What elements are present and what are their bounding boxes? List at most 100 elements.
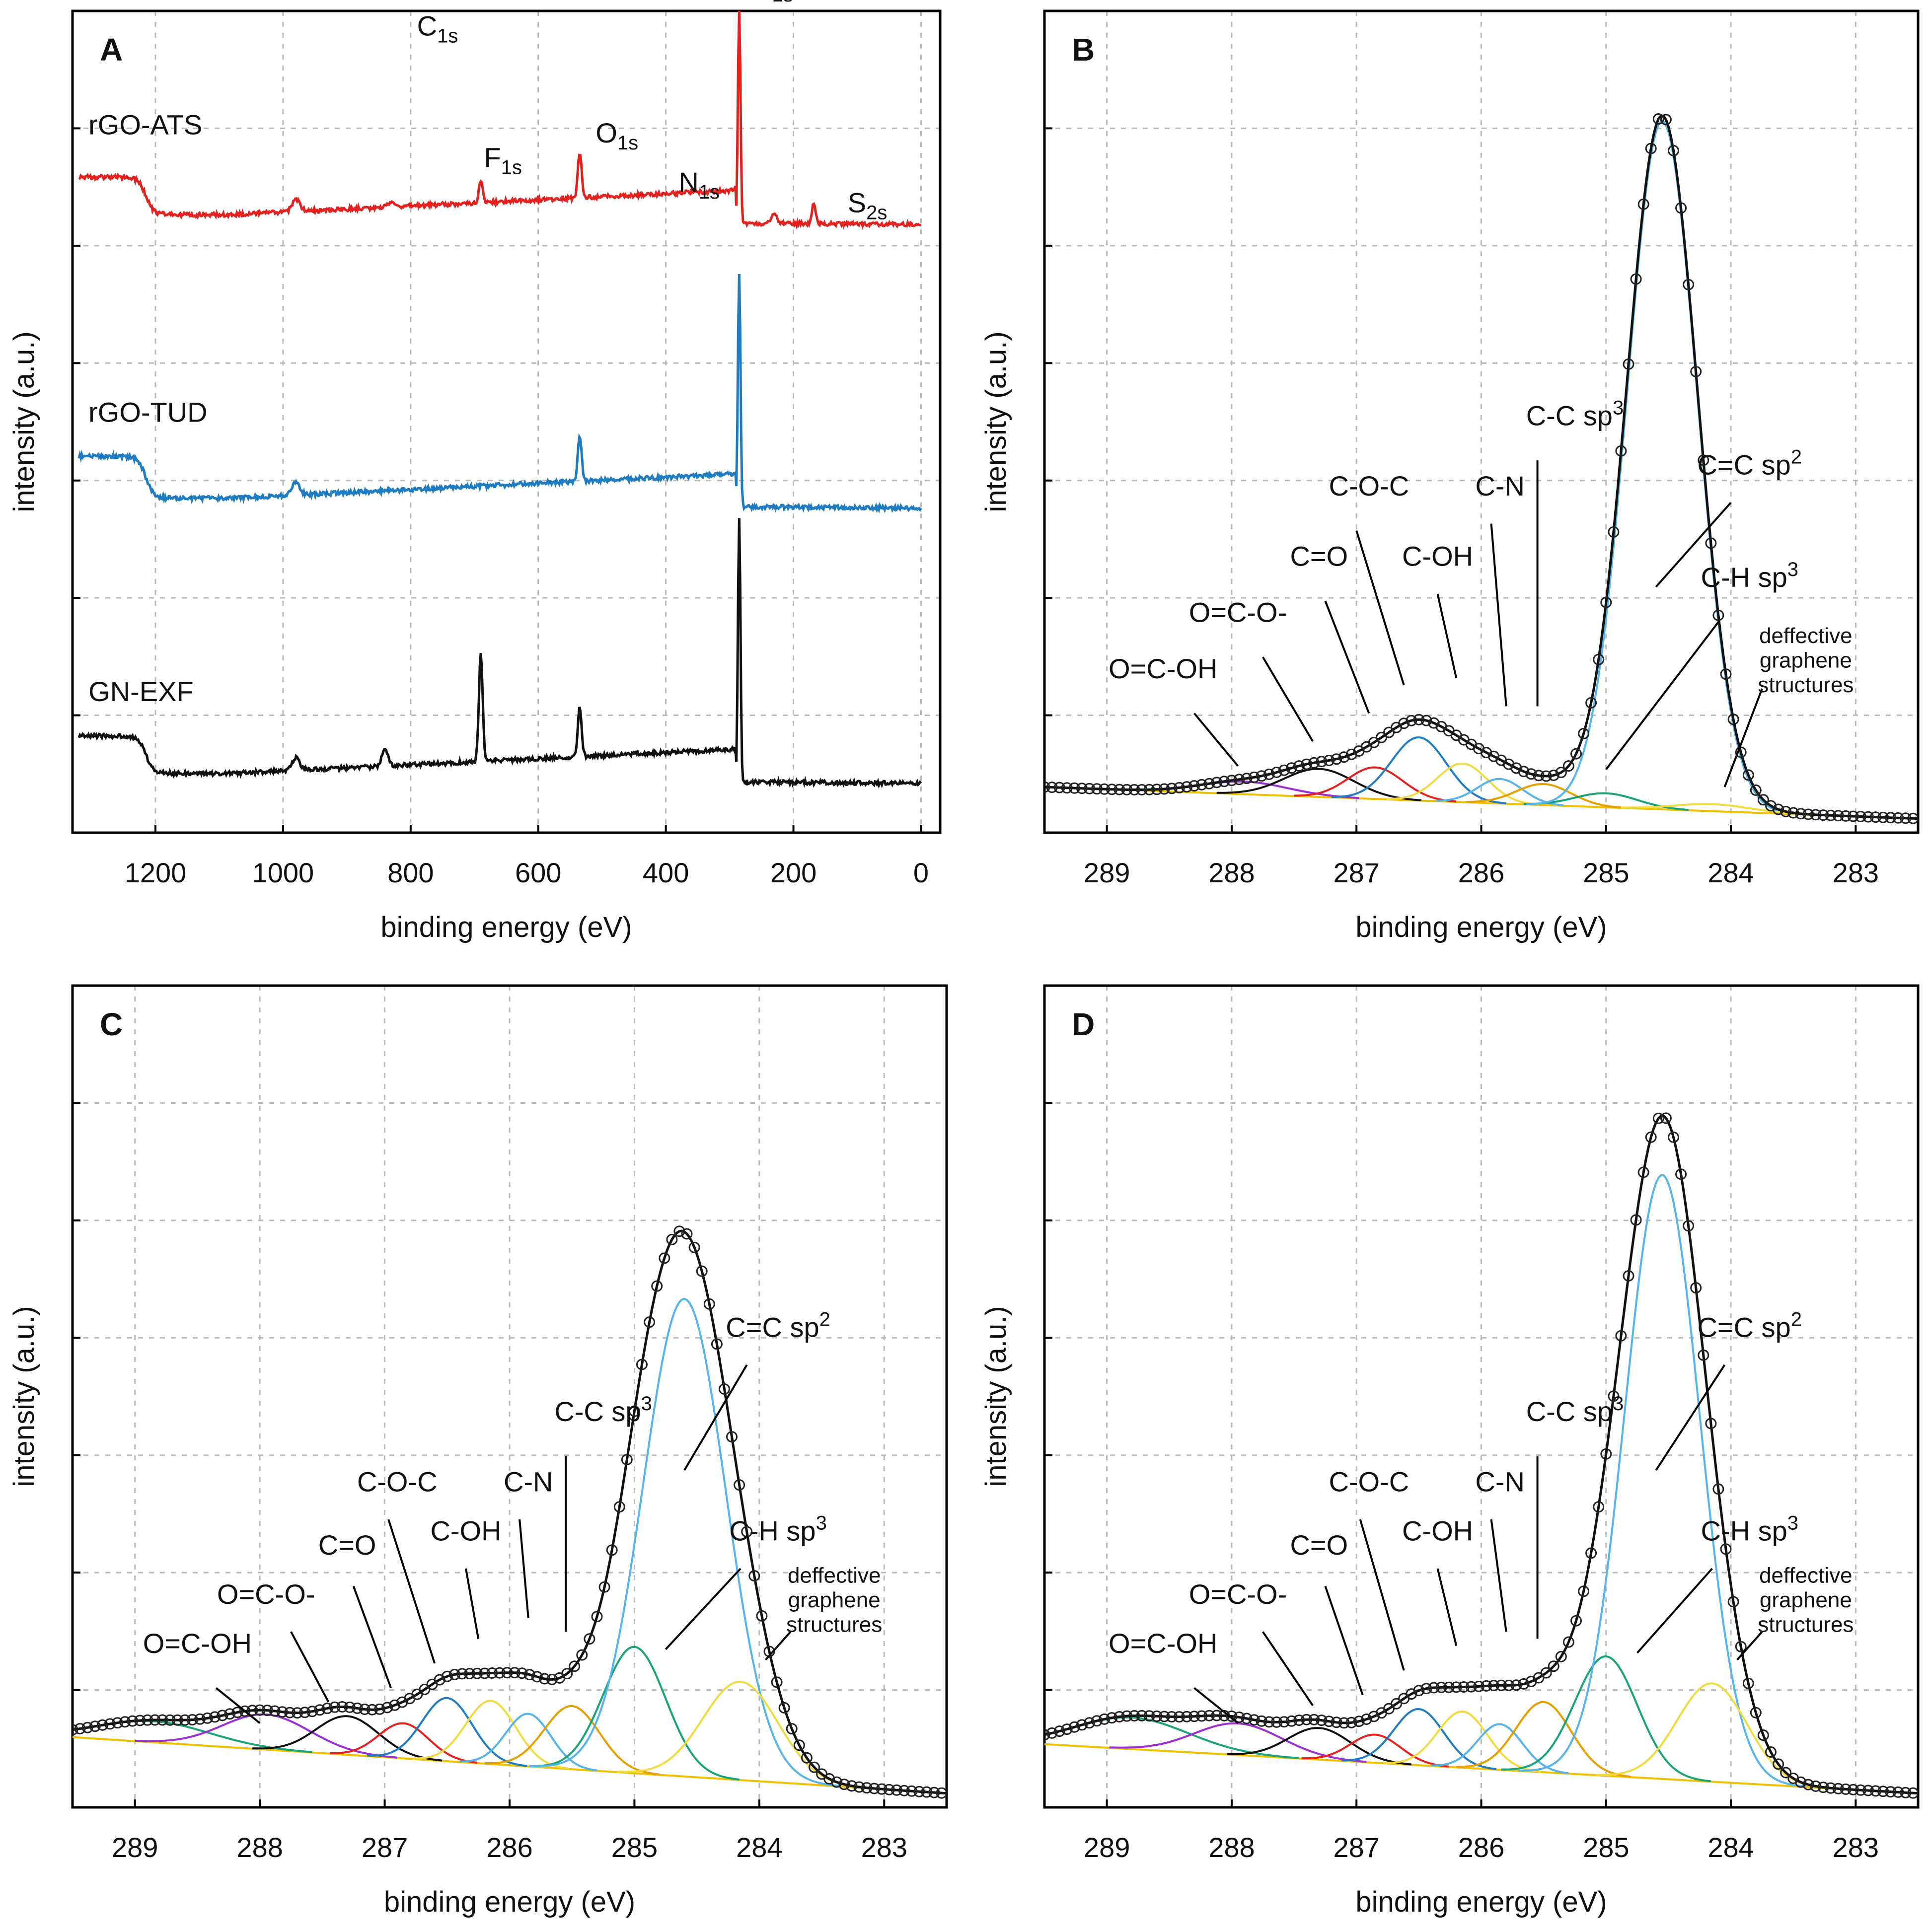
data-point: [628, 1405, 640, 1417]
tick-label-x: 287: [1333, 1832, 1379, 1863]
x-axis-label: binding energy (eV): [1355, 911, 1607, 943]
data-point: [1525, 768, 1537, 780]
data-point: [531, 1671, 543, 1683]
data-point: [1203, 778, 1215, 789]
data-point: [1121, 1710, 1133, 1722]
series-line-rgo-ats: [78, 11, 921, 230]
baseline-line: [73, 1736, 947, 1794]
data-point: [809, 1761, 820, 1773]
data-point: [156, 1714, 168, 1726]
leader-line: [519, 1519, 529, 1618]
data-point: [292, 1707, 303, 1719]
data-point: [74, 1723, 86, 1734]
data-point: [1817, 1782, 1829, 1793]
data-point: [1825, 809, 1837, 821]
data-point: [1668, 1131, 1679, 1143]
data-point: [1548, 1660, 1559, 1672]
data-point: [1046, 1727, 1058, 1739]
tick-label-x: 600: [515, 857, 561, 888]
data-point: [1473, 1680, 1484, 1692]
data-point: [1683, 279, 1695, 290]
data-point: [584, 1633, 595, 1645]
data-point: [1450, 1681, 1462, 1693]
data-point: [374, 1703, 385, 1715]
data-point: [1465, 1681, 1477, 1693]
data-point: [434, 1674, 445, 1686]
peak-label: rGO-ATS: [88, 109, 202, 140]
leader-line: [387, 1519, 436, 1664]
data-point: [269, 1705, 281, 1717]
data-point: [681, 1228, 693, 1240]
data-point: [778, 1702, 790, 1714]
component-line: [617, 1680, 865, 1789]
data-point: [1652, 1112, 1664, 1124]
data-point: [1727, 1596, 1739, 1608]
data-point: [846, 1780, 858, 1792]
data-point: [1578, 1585, 1590, 1597]
data-point: [1301, 1714, 1313, 1725]
data-point: [1481, 1680, 1492, 1692]
data-point: [1128, 1710, 1140, 1721]
data-point: [171, 1714, 183, 1726]
leader-line: [1324, 1585, 1364, 1696]
data-point: [1263, 768, 1275, 780]
tick-label-x: 285: [1583, 857, 1629, 888]
data-point: [921, 1786, 933, 1798]
data-point: [1870, 811, 1882, 823]
data-point: [1570, 748, 1582, 760]
data-point: [1233, 774, 1245, 786]
component-label: O=C-O-: [217, 1578, 315, 1610]
data-point: [194, 1713, 206, 1725]
data-point: [112, 1717, 123, 1729]
component-line: [1384, 1710, 1542, 1773]
component-label: deffective: [1759, 624, 1853, 648]
baseline-line: [1044, 786, 1918, 820]
component-label: C=O: [318, 1529, 376, 1561]
data-point: [1773, 803, 1784, 815]
data-point: [1331, 753, 1342, 765]
data-point: [1256, 770, 1267, 782]
data-point: [703, 1298, 715, 1310]
data-point: [659, 1252, 670, 1264]
data-point: [1600, 596, 1612, 608]
component-line: [1331, 736, 1506, 804]
data-point: [336, 1701, 348, 1713]
plot-area: [1044, 1112, 1918, 1799]
data-point: [883, 1784, 895, 1795]
component-line: [1518, 1174, 1806, 1788]
baseline-line: [1044, 1743, 1918, 1794]
data-point: [1802, 1779, 1814, 1790]
data-point: [1750, 1707, 1762, 1718]
leader-line: [1436, 593, 1458, 679]
data-point: [1862, 811, 1874, 823]
component-label: C-C sp3: [554, 1393, 652, 1427]
data-point: [1810, 1780, 1822, 1792]
data-point: [441, 1670, 453, 1682]
component-line: [252, 1715, 443, 1762]
data-point: [1166, 1711, 1178, 1722]
data-point: [1885, 1786, 1897, 1798]
tick-label-x: 288: [236, 1832, 283, 1863]
data-point: [1398, 717, 1410, 729]
component-label: C=O: [1290, 1529, 1348, 1561]
tick-label-x: 284: [1707, 857, 1754, 888]
data-point: [456, 1668, 468, 1680]
plot-area: [1044, 113, 1918, 824]
data-point: [1795, 808, 1807, 820]
data-point: [501, 1667, 513, 1679]
data-point: [576, 1649, 588, 1661]
data-point: [613, 1501, 625, 1513]
data-point: [1301, 758, 1313, 770]
data-point: [164, 1714, 176, 1726]
component-label: structures: [1758, 1612, 1854, 1637]
data-point: [1698, 1349, 1709, 1361]
leader-line: [290, 1631, 330, 1703]
component-label: C-OH: [430, 1515, 501, 1546]
data-point: [1675, 1168, 1687, 1180]
component-label: C=C sp2: [726, 1308, 830, 1343]
data-point: [1787, 807, 1799, 819]
component-label: C-H sp3: [1701, 1512, 1798, 1546]
data-point: [1046, 782, 1058, 793]
data-point: [1113, 1711, 1125, 1722]
